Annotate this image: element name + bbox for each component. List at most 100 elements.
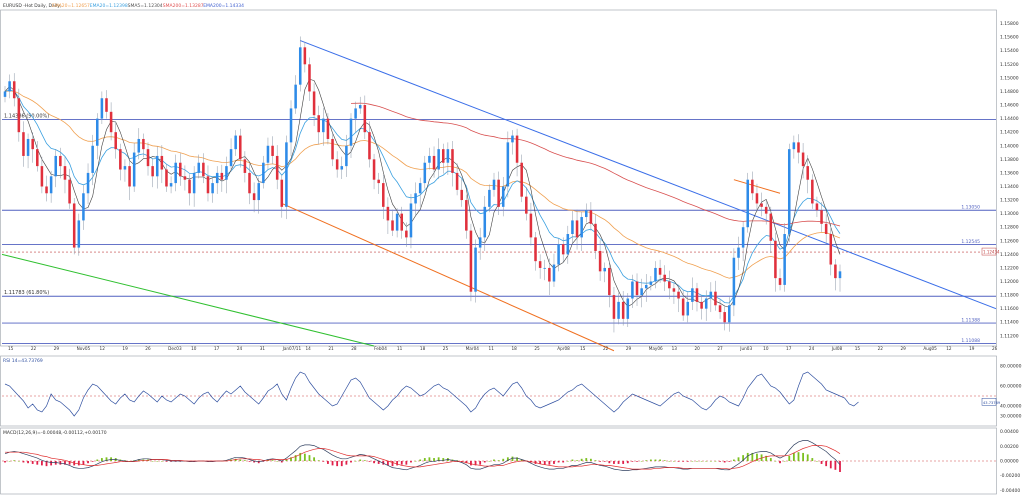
level-price-label: 1.13050: [961, 205, 980, 211]
macd-histogram-bar: [257, 461, 260, 464]
candle-body: [543, 267, 547, 269]
macd-histogram-bar: [488, 461, 491, 462]
macd-histogram-bar: [580, 458, 583, 461]
x-axis-tick-label: 25: [534, 346, 540, 351]
macd-histogram-bar: [82, 461, 85, 465]
macd-histogram-bar: [322, 461, 325, 462]
macd-histogram-bar: [732, 459, 735, 461]
macd-histogram-bar: [608, 461, 611, 464]
candle-body: [312, 91, 316, 116]
candle-body: [561, 244, 565, 255]
candle-body: [769, 213, 773, 241]
rsi-header: RSI 14=43.73769: [3, 358, 43, 364]
candle-body: [760, 203, 763, 207]
macd-histogram-bar: [234, 458, 237, 461]
candle-body: [575, 220, 579, 238]
x-axis-tick-label: 25: [443, 346, 449, 351]
candle-body: [303, 47, 307, 65]
macd-histogram-bar: [719, 461, 721, 462]
level-price-label: 1.12545: [961, 239, 980, 245]
price-axis-label: 1.14800: [1000, 89, 1019, 95]
macd-histogram-bar: [336, 461, 339, 467]
candle-body: [534, 237, 537, 262]
candle-body: [441, 149, 445, 163]
macd-histogram-bar: [22, 461, 25, 463]
macd-histogram-bar: [156, 461, 159, 462]
macd-histogram-bar: [17, 461, 20, 462]
candle-body: [358, 105, 362, 109]
candle-body: [326, 118, 330, 139]
candle-body: [465, 200, 468, 231]
candle-body: [663, 274, 666, 282]
candle-body: [400, 213, 404, 231]
macd-histogram-bar: [128, 461, 131, 462]
candle-body: [797, 142, 800, 153]
candle-body: [566, 234, 570, 255]
candle-body: [746, 179, 750, 228]
x-axis-tick-label: 19: [122, 346, 128, 351]
macd-histogram-bar: [506, 457, 509, 461]
macd-histogram-bar: [248, 461, 251, 462]
candle-body: [709, 291, 713, 299]
indicator-label-2: SMA5=1.12304: [128, 3, 163, 9]
macd-histogram-bar: [645, 460, 648, 461]
price-axis-label: 1.13200: [1000, 198, 1019, 204]
macd-histogram-bar: [516, 457, 518, 461]
x-axis-tick-label: 21: [328, 346, 334, 351]
candle-body: [294, 84, 297, 109]
candle-body: [774, 240, 777, 279]
candle-body: [31, 138, 34, 150]
macd-histogram-bar: [27, 461, 29, 464]
candle-body: [585, 210, 588, 218]
macd-histogram-bar: [557, 461, 560, 463]
candle-body: [737, 247, 740, 258]
candle-body: [132, 152, 136, 187]
candle-body: [700, 301, 703, 309]
candle-body: [363, 105, 367, 133]
x-axis-tick-label: 28: [351, 346, 357, 351]
candle-body: [764, 206, 768, 214]
macd-histogram-bar: [137, 459, 140, 461]
candle-body: [271, 145, 274, 156]
macd-histogram-bar: [414, 461, 417, 462]
candle-body: [289, 108, 293, 143]
candle-body: [658, 267, 662, 275]
candle-body: [183, 176, 187, 180]
candle-body: [225, 166, 228, 180]
macd-histogram-bar: [179, 461, 182, 462]
price-axis-label: 1.12000: [1000, 279, 1019, 285]
rsi-axis-label: 80.00000: [1000, 364, 1022, 370]
macd-histogram-bar: [566, 461, 569, 462]
candle-body: [741, 227, 745, 248]
x-axis-tick-label: Aug05: [923, 346, 937, 351]
macd-histogram-bar: [696, 461, 698, 462]
candle-body: [345, 145, 348, 167]
macd-histogram-bar: [746, 452, 749, 461]
macd-histogram-bar: [253, 461, 256, 463]
candle-body: [63, 166, 67, 180]
macd-histogram-bar: [751, 452, 754, 461]
price-axis-label: 1.11400: [1000, 320, 1019, 326]
candle-body: [460, 189, 463, 201]
macd-histogram-bar: [276, 461, 279, 462]
macd-histogram-bar: [68, 461, 71, 465]
macd-histogram-bar: [465, 461, 468, 464]
macd-histogram-bar: [317, 460, 320, 461]
macd-header: MACD(12,26,9)=-0.00048,-0.00112,+0.00170: [3, 430, 107, 436]
macd-histogram-bar: [345, 461, 348, 465]
candle-body: [40, 166, 44, 187]
rsi-line: [4, 371, 859, 417]
fib-618-label: 1.11783 (61.80%): [4, 290, 49, 296]
macd-histogram-bar: [825, 461, 828, 467]
candle-body: [455, 172, 459, 190]
candle-body: [206, 176, 210, 194]
candle-body: [82, 193, 85, 221]
macd-histogram-bar: [797, 452, 800, 461]
candle-body: [451, 149, 454, 173]
candle-body: [621, 301, 625, 319]
macd-histogram-bar: [483, 461, 486, 463]
candle-body: [755, 193, 759, 204]
macd-histogram-bar: [622, 461, 625, 464]
macd-histogram-bar: [829, 461, 832, 469]
